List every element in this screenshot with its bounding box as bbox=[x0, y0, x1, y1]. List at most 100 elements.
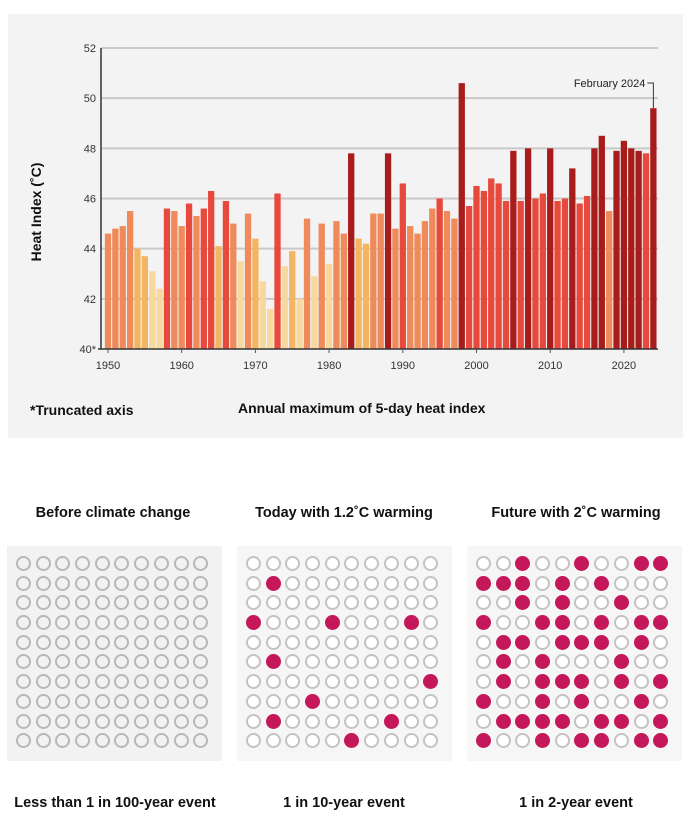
dot-empty bbox=[246, 713, 261, 729]
dot-empty bbox=[515, 674, 531, 690]
dot-empty bbox=[94, 595, 110, 611]
dot-empty bbox=[35, 693, 51, 709]
dot-empty bbox=[344, 595, 360, 611]
dot-filled bbox=[653, 733, 669, 749]
dot-empty bbox=[423, 634, 439, 650]
dot-empty bbox=[75, 575, 91, 591]
dot-empty bbox=[285, 556, 301, 571]
dot-empty bbox=[246, 556, 261, 571]
dot-empty bbox=[265, 634, 281, 650]
dot-filled bbox=[613, 713, 629, 729]
dot-filled bbox=[495, 713, 511, 729]
dot-empty bbox=[423, 595, 439, 611]
y-tick-label: 46 bbox=[84, 194, 96, 206]
dot-empty bbox=[344, 634, 360, 650]
bar-1982 bbox=[340, 233, 347, 349]
chart-title: Annual maximum of 5-day heat index bbox=[238, 400, 486, 416]
dot-empty bbox=[535, 556, 551, 571]
dot-filled bbox=[515, 556, 531, 571]
bar-1965 bbox=[215, 246, 222, 349]
dot-filled bbox=[305, 693, 321, 709]
bar-1962 bbox=[193, 216, 200, 349]
dot-empty bbox=[324, 713, 340, 729]
dot-empty bbox=[134, 713, 150, 729]
dot-filled bbox=[265, 654, 281, 670]
dot-empty bbox=[35, 615, 51, 631]
dot-empty bbox=[364, 733, 380, 749]
dot-empty bbox=[423, 693, 439, 709]
dot-empty bbox=[574, 595, 590, 611]
dot-filled bbox=[265, 713, 281, 729]
bar-1960 bbox=[178, 226, 185, 349]
bar-1956 bbox=[149, 271, 156, 349]
dot-filled bbox=[633, 634, 649, 650]
bar-1971 bbox=[259, 281, 266, 349]
x-tick-label: 2010 bbox=[538, 360, 562, 372]
dot-empty bbox=[383, 575, 399, 591]
bar-2006 bbox=[517, 201, 524, 349]
dot-filled bbox=[383, 713, 399, 729]
dot-empty bbox=[75, 595, 91, 611]
dot-empty bbox=[633, 713, 649, 729]
dot-empty bbox=[55, 595, 71, 611]
dot-empty bbox=[423, 713, 439, 729]
dot-empty bbox=[403, 693, 419, 709]
annotation-leader-line bbox=[647, 82, 654, 109]
dot-empty bbox=[16, 575, 31, 591]
y-tick-label: 50 bbox=[84, 93, 96, 105]
dot-filled bbox=[574, 556, 590, 571]
dot-filled bbox=[403, 615, 419, 631]
dot-empty bbox=[305, 674, 321, 690]
dot-empty bbox=[324, 575, 340, 591]
dot-empty bbox=[285, 733, 301, 749]
chart-panel: 40* 42 44 46 48 50 52 1950 1960 1970 1980 1990 2000… bbox=[8, 14, 683, 438]
dot-empty bbox=[173, 615, 189, 631]
dot-empty bbox=[35, 713, 51, 729]
bar-1984 bbox=[355, 238, 362, 349]
dot-filled bbox=[594, 713, 610, 729]
dot-empty bbox=[193, 733, 209, 749]
bar-2010 bbox=[547, 148, 554, 349]
dot-empty bbox=[476, 556, 491, 571]
dot-empty bbox=[324, 733, 340, 749]
bar-2015 bbox=[583, 195, 591, 349]
bar-1961 bbox=[185, 203, 193, 349]
dot-empty bbox=[35, 733, 51, 749]
bar-2007 bbox=[524, 148, 532, 349]
dot-empty bbox=[35, 575, 51, 591]
dot-empty bbox=[94, 654, 110, 670]
dot-filled bbox=[633, 615, 649, 631]
dot-empty bbox=[476, 713, 491, 729]
dot-filled bbox=[594, 575, 610, 591]
dot-empty bbox=[193, 693, 209, 709]
dot-empty bbox=[75, 693, 91, 709]
dot-empty bbox=[495, 615, 511, 631]
x-tick-label: 1980 bbox=[317, 360, 341, 372]
x-ticks: 1950 1960 1970 1980 1990 2000 2010 2020 bbox=[96, 349, 636, 372]
dot-empty bbox=[423, 575, 439, 591]
bar-2023 bbox=[642, 153, 650, 349]
dot-empty bbox=[495, 693, 511, 709]
bar-2008 bbox=[532, 198, 539, 349]
dot-filled bbox=[653, 556, 669, 571]
dot-empty bbox=[173, 634, 189, 650]
bar-2024 bbox=[650, 108, 657, 349]
dot-empty bbox=[94, 556, 110, 571]
dot-empty bbox=[285, 575, 301, 591]
bar-2009 bbox=[539, 193, 546, 349]
dot-empty bbox=[364, 615, 380, 631]
bar-1983 bbox=[348, 153, 355, 349]
dot-empty bbox=[153, 634, 169, 650]
dot-empty bbox=[364, 674, 380, 690]
dot-empty bbox=[16, 674, 31, 690]
dot-empty bbox=[305, 556, 321, 571]
dot-empty bbox=[515, 654, 531, 670]
dot-filled bbox=[476, 733, 491, 749]
dot-empty bbox=[265, 615, 281, 631]
bar-2012 bbox=[561, 198, 569, 349]
dot-empty bbox=[515, 693, 531, 709]
dot-empty bbox=[193, 556, 209, 571]
bar-2018 bbox=[606, 211, 613, 349]
dot-empty bbox=[515, 615, 531, 631]
dot-filled bbox=[594, 733, 610, 749]
